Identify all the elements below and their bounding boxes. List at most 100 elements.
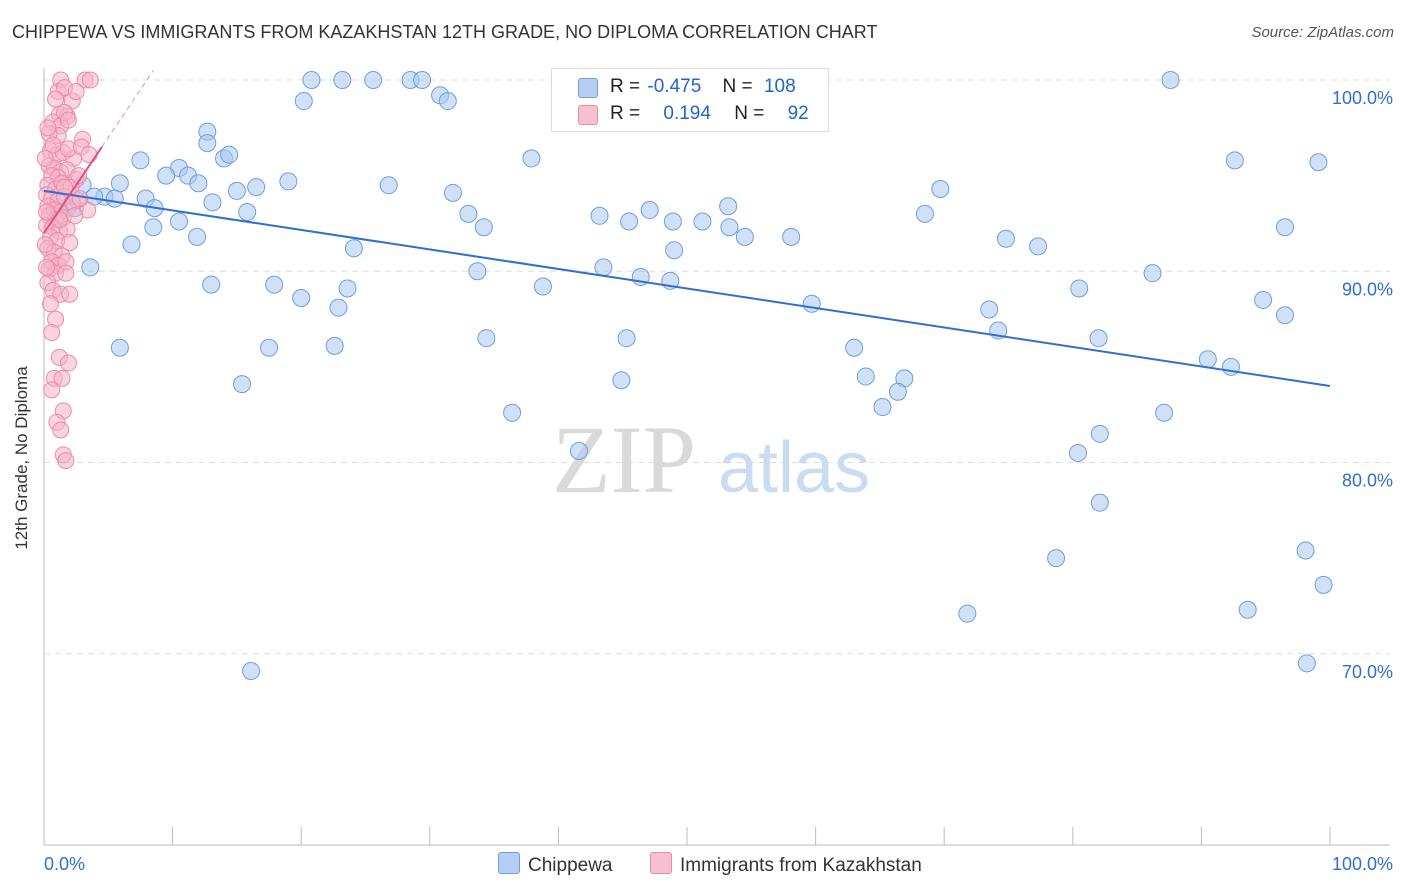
kazakhstan-point xyxy=(57,452,75,470)
stats-legend: R = -0.475 N = 108 R = 0.194 N = 92 xyxy=(551,68,829,132)
kazakhstan-trend-extension xyxy=(101,70,154,148)
chippewa-point xyxy=(888,382,907,401)
chippewa-point xyxy=(1090,424,1109,443)
chippewa-point xyxy=(1143,264,1162,283)
chippewa-point xyxy=(242,661,261,680)
chippewa-point xyxy=(620,212,639,231)
chippewa-point xyxy=(1296,541,1315,560)
kazakhstan-point xyxy=(56,178,74,196)
grid-layer xyxy=(44,79,1390,655)
chippewa-point xyxy=(265,275,284,294)
y-tick-label: 70.0% xyxy=(1342,662,1393,682)
kazakhstan-point xyxy=(38,203,56,221)
legend-r-value: -0.475 xyxy=(647,76,702,97)
chippewa-point xyxy=(1275,218,1294,237)
kazakhstan-point xyxy=(36,149,54,167)
watermark-zip: ZIP xyxy=(552,406,696,513)
chippewa-point xyxy=(503,403,522,422)
kazakhstan-point xyxy=(43,323,61,341)
legend-r-value: 0.194 xyxy=(663,103,711,124)
chippewa-point xyxy=(294,92,313,111)
chippewa-point xyxy=(617,329,636,348)
chippewa-point xyxy=(81,258,100,277)
chippewa-point xyxy=(719,197,738,216)
chippewa-point xyxy=(1225,151,1244,170)
chippewa-point xyxy=(188,227,207,246)
kazakhstan-point xyxy=(53,369,71,387)
chippewa-point xyxy=(845,338,864,357)
chippewa-point xyxy=(1254,290,1273,309)
chippewa-point xyxy=(110,174,129,193)
chippewa-point xyxy=(1314,575,1333,594)
chippewa-point xyxy=(292,289,311,308)
legend-row-chippewa: R = -0.475 N = 108 xyxy=(552,73,822,99)
kazakhstan-point xyxy=(43,381,61,399)
chippewa-point xyxy=(782,227,801,246)
kazakhstan-trend-line xyxy=(43,146,103,234)
chippewa-point xyxy=(279,172,298,191)
chippewa-point xyxy=(1047,549,1066,568)
chippewa-point xyxy=(1155,403,1174,422)
chippewa-point xyxy=(522,149,541,168)
chippewa-point xyxy=(227,181,246,200)
chippewa-point xyxy=(996,229,1015,248)
chippewa-point xyxy=(1297,654,1316,673)
chippewa-point xyxy=(325,336,344,355)
chippewa-point xyxy=(131,151,150,170)
kazakhstan-point xyxy=(39,119,57,137)
chippewa-point xyxy=(438,92,457,111)
y-tick-label: 100.0% xyxy=(1332,88,1393,108)
chippewa-point xyxy=(338,279,357,298)
chart-title: CHIPPEWA VS IMMIGRANTS FROM KAZAKHSTAN 1… xyxy=(12,22,878,42)
chippewa-point xyxy=(590,206,609,225)
chippewa-point xyxy=(189,174,208,193)
chippewa-point xyxy=(533,277,552,296)
chippewa-point xyxy=(569,442,588,461)
kazakhstan-point xyxy=(61,234,79,252)
chippewa-point xyxy=(594,258,613,277)
kazakhstan-point xyxy=(57,264,75,282)
chippewa-point xyxy=(202,275,221,294)
kazakhstan-point xyxy=(67,82,85,100)
chippewa-point xyxy=(459,204,478,223)
chippewa-point xyxy=(379,176,398,195)
points-layer xyxy=(36,71,1333,680)
chippewa-point xyxy=(931,180,950,199)
chippewa-point xyxy=(443,183,462,202)
chippewa-point xyxy=(220,145,239,164)
chippewa-point xyxy=(302,71,321,89)
bottom-legend-label-chippewa: Chippewa xyxy=(528,855,613,876)
chippewa-point xyxy=(110,338,129,357)
bottom-legend-label-kazakhstan: Immigrants from Kazakhstan xyxy=(680,855,922,876)
kazakhstan-point xyxy=(66,207,84,225)
chippewa-point xyxy=(238,202,257,221)
kazakhstan-point xyxy=(80,146,98,164)
y-tick-label: 90.0% xyxy=(1342,279,1393,299)
chippewa-point xyxy=(1161,71,1180,89)
chippewa-point xyxy=(802,294,821,313)
kazakhstan-point xyxy=(41,295,59,313)
kazakhstan-point xyxy=(70,167,88,185)
legend-row-kazakhstan: R = 0.194 N = 92 xyxy=(552,100,822,126)
kazakhstan-point xyxy=(36,235,54,253)
x-tick-label: 100.0% xyxy=(1332,854,1393,874)
chippewa-point xyxy=(958,604,977,623)
chippewa-point xyxy=(735,227,754,246)
source-label: Source: ZipAtlas.com xyxy=(1251,24,1394,41)
chippewa-point xyxy=(915,204,934,223)
chippewa-point xyxy=(640,201,659,220)
label-layer: 100.0% 90.0% 80.0% 70.0% 0.0% 100.0% xyxy=(44,88,1393,874)
watermark: ZIP atlas xyxy=(552,406,870,513)
legend-n-label: N = xyxy=(722,76,753,97)
watermark-atlas: atlas xyxy=(718,428,870,508)
trend-layer xyxy=(43,70,1331,387)
chippewa-point xyxy=(122,235,141,254)
chippewa-point xyxy=(1070,279,1089,298)
chippewa-point xyxy=(329,298,348,317)
bottom-legend-chippewa: Chippewa xyxy=(498,852,613,877)
chippewa-point xyxy=(468,262,487,281)
bottom-legend-kazakhstan: Immigrants from Kazakhstan xyxy=(650,852,922,877)
chippewa-point xyxy=(1068,443,1087,462)
chippewa-point xyxy=(693,212,712,231)
